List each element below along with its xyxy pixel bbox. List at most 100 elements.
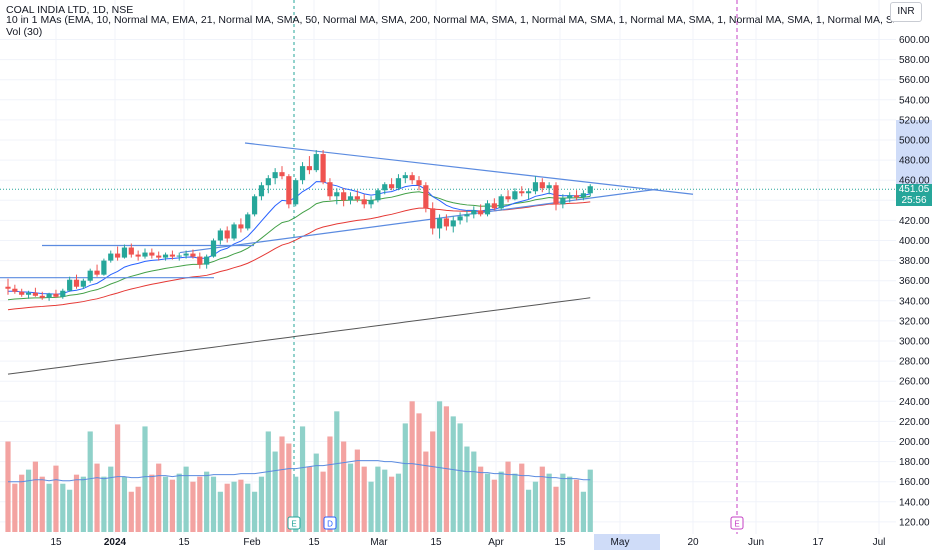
candle [526,188,532,200]
event-lines [0,0,896,534]
upcoming-earnings-marker[interactable]: E [730,516,744,530]
candle [423,182,429,213]
candle [519,186,525,197]
candles[interactable] [5,150,593,301]
earnings-marker[interactable]: E [287,516,301,530]
candle-body [293,180,299,205]
volume-bar [512,473,518,532]
candle [580,190,586,201]
candle [162,252,169,261]
volume-bar [505,461,511,532]
candle [87,268,93,283]
y-tick-label: 540.00 [899,95,930,106]
candle [389,178,395,191]
volume-bar [272,451,278,532]
trendlines[interactable] [0,142,694,279]
y-tick-label: 120.00 [899,517,930,528]
candle-body [416,180,422,186]
candle-body [183,253,189,256]
volume-bar [231,481,237,532]
y-tick-label: 140.00 [899,497,930,508]
candle [505,190,511,203]
volume-bar [128,491,134,532]
volume-bar [245,483,251,532]
volume-ma-line [8,460,591,483]
y-tick-label: 560.00 [899,75,930,86]
time-axis[interactable]: 15 2024 15 Feb 15 Mar 15 Apr 15 May 20 Jun 17 Jul [50,537,885,548]
volume-bar [560,473,566,532]
currency-button[interactable]: INR [890,2,922,22]
volume-bar [532,481,539,532]
volume-bar [39,476,45,532]
candle [142,248,148,259]
volume-bar [299,426,306,532]
candle-body [80,280,86,287]
volume-bar [252,491,258,532]
candle [484,200,491,217]
candle [265,175,271,194]
candle-body [73,279,80,287]
earnings-marker-label: E [291,520,296,529]
volume-bar [402,423,408,532]
candle [135,250,141,261]
candle-body [156,255,162,258]
candle-body [327,182,333,197]
candle [375,188,381,203]
candle [94,264,100,277]
candle [286,174,292,209]
ma-indicator-legend[interactable]: 10 in 1 MAs (EMA, 10, Normal MA, EMA, 21… [6,14,894,26]
candle-body [190,253,196,257]
x-tick-label: 15 [178,537,190,548]
candle [224,226,230,243]
candle-body [382,184,388,191]
candle-body [286,176,292,205]
volume-bar [176,473,182,532]
price-axis[interactable]: 600.00 580.00 560.00 540.00 520.00 500.00 480.… [899,35,930,528]
candle-body [19,291,25,295]
volume-bar [142,426,148,532]
y-tick-label: 220.00 [899,417,930,428]
candle-body [498,196,504,209]
x-tick-label: Jul [873,537,886,548]
volume-indicator-legend[interactable]: Vol (30) [6,26,43,38]
candle-body [60,290,66,297]
volume-bar [5,441,11,532]
volume-bar [450,416,456,532]
x-axis-selection-highlight [594,534,660,550]
candle [5,278,11,295]
candle-body [121,247,128,258]
volume-bar [546,473,552,532]
y-tick-label: 280.00 [899,357,930,368]
candle [46,292,52,301]
candle [12,284,18,294]
candle [546,182,552,195]
candle [279,166,285,180]
candle-body [217,230,223,241]
volume-bar [519,463,525,532]
chart-title[interactable]: COAL INDIA LTD, 1D, NSE [6,4,134,16]
volume-bar [436,401,443,532]
volume-bar [135,486,141,532]
volume-bar [484,473,491,532]
volume-bar [471,451,477,532]
volume-bar [382,469,388,532]
volume-bar [354,449,360,532]
candle [560,194,566,209]
candle-body [279,172,285,177]
candle-body [101,260,107,275]
dividend-marker[interactable]: D [323,516,337,530]
volume-bar [416,413,422,532]
candle [156,251,162,261]
bar-countdown: 25:56 [901,195,927,206]
candle-body [450,220,456,227]
volume-bar [279,436,285,532]
volume-bar [457,423,463,532]
candle-body [224,230,230,239]
x-tick-label: 20 [687,537,699,548]
volume-bar [101,476,107,532]
candle [567,192,573,203]
candle-body [532,182,539,192]
candle-body [306,166,312,171]
